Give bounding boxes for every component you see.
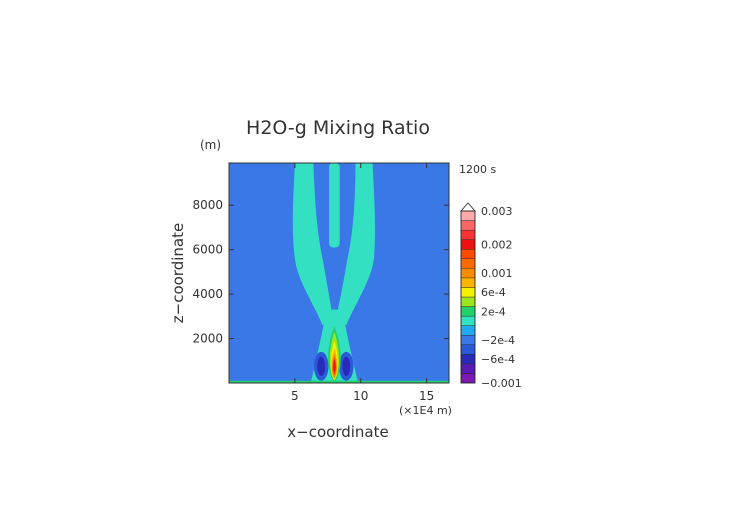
plume-right-arm: [335, 163, 376, 326]
y-axis-label: z−coordinate: [169, 223, 187, 323]
time-label: 1200 s: [459, 163, 496, 176]
colorbar: 0.003 0.002 0.001 6e-4 2e-4 −2e-4 −6e-4 −0.001: [460, 202, 522, 390]
colorbar-label: 0.003: [481, 205, 513, 218]
chart-title: H2O-g Mixing Ratio: [246, 117, 430, 139]
x-unit-label: (×1E4 m): [399, 404, 452, 417]
colorbar-swatch: [460, 325, 476, 336]
negative-lobe-right-core: [342, 356, 351, 376]
colorbar-frame: [460, 210, 476, 384]
colorbar-swatch: [460, 258, 476, 269]
colorbar-swatch: [460, 335, 476, 345]
x-tick-label: 5: [291, 389, 299, 403]
colorbar-label: −6e-4: [481, 353, 515, 366]
colorbar-overflow-triangle: [460, 202, 476, 212]
colorbar-swatch: [460, 287, 476, 298]
colorbar-label: 0.002: [481, 238, 513, 251]
colorbar-swatch: [460, 306, 476, 317]
colorbar-swatch: [460, 249, 476, 259]
colorbar-swatch: [460, 277, 476, 288]
plot-frame: [228, 162, 450, 384]
plume-central-column: [329, 163, 340, 248]
colorbar-label: −2e-4: [481, 334, 515, 347]
colorbar-swatch: [460, 373, 476, 384]
updraft-core-contour-7: [333, 359, 336, 373]
x-tick-label: 10: [353, 389, 368, 403]
y-tick-label: 6000: [192, 243, 223, 257]
negative-lobe-left-core: [317, 356, 326, 376]
colorbar-swatch: [460, 220, 476, 231]
plot-area: [228, 162, 450, 384]
colorbar-label: 6e-4: [481, 286, 506, 299]
colorbar-swatch: [460, 344, 476, 355]
colorbar-swatch: [460, 268, 476, 279]
colorbar-swatch: [460, 296, 476, 307]
colorbar-swatch: [460, 210, 476, 221]
colorbar-swatch: [460, 229, 476, 240]
colorbar-swatch: [460, 239, 476, 250]
colorbar-swatch: [460, 363, 476, 374]
y-tick-label: 2000: [192, 332, 223, 346]
colorbar-swatch: [460, 354, 476, 365]
z-unit-label: (m): [200, 138, 221, 152]
colorbar-label: 2e-4: [481, 305, 506, 318]
x-tick-label: 15: [419, 389, 434, 403]
y-tick-label: 8000: [192, 198, 223, 212]
x-axis-label: x−coordinate: [287, 423, 388, 441]
colorbar-label: 0.001: [481, 267, 513, 280]
colorbar-label: −0.001: [481, 377, 522, 390]
plume-left-arm: [292, 163, 334, 326]
y-tick-label: 4000: [192, 287, 223, 301]
colorbar-swatch: [460, 315, 476, 326]
surface-layer: [229, 380, 449, 383]
